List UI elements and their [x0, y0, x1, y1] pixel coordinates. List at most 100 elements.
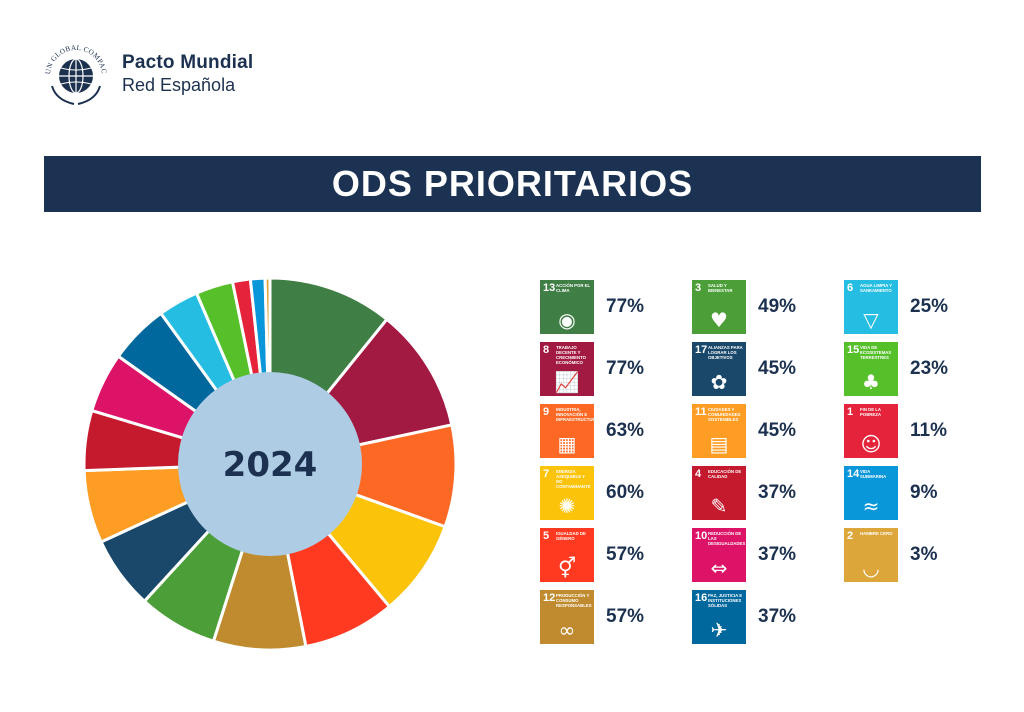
- sdg-tile: 5 Igualdad de género ⚥: [540, 528, 594, 582]
- sdg-row-16: 16 Paz, justicia e instituciones sólidas ✈…: [692, 590, 796, 644]
- eye-globe-icon: ◉: [558, 308, 576, 332]
- sdg-row-15: 15 Vida de ecosistemas terrestres ♣ 23%: [844, 342, 948, 396]
- water-glass-icon: ▽: [863, 308, 879, 332]
- heartbeat-icon: ♥: [710, 308, 728, 332]
- sdg-percentage: 77%: [606, 358, 645, 379]
- sdg-row-2: 2 Hambre cero ◡ 3%: [844, 528, 937, 582]
- title-banner: ODS PRIORITARIOS: [44, 156, 981, 212]
- sdg-percentage: 25%: [910, 296, 949, 317]
- sdg-tile: 16 Paz, justicia e instituciones sólidas ✈: [692, 590, 746, 644]
- sdg-tile: 1 Fin de la pobreza ☺: [844, 404, 898, 458]
- sdg-tile: 8 Trabajo decente y crecimiento económico…: [540, 342, 594, 396]
- sdg-percentage: 57%: [606, 544, 645, 565]
- un-globe-icon: UN GLOBAL COMPACT: [40, 38, 108, 105]
- sdg-number: 5: [543, 530, 550, 542]
- sdg-row-13: 13 Acción por el clima ◉ 77%: [540, 280, 644, 334]
- donut-slice-sdg-2: [263, 276, 272, 376]
- sdg-name: Trabajo decente y crecimiento económico: [556, 345, 587, 365]
- family-icon: ☺: [860, 432, 882, 456]
- sdg-name: Educación de calidad: [708, 469, 742, 479]
- sdg-name: Igualdad de género: [556, 531, 586, 541]
- bowl-icon: ◡: [862, 556, 880, 580]
- sdg-percentage: 57%: [606, 606, 645, 627]
- sdg-name: Energía asequible y no contaminante: [556, 469, 591, 489]
- sdg-percentage: 11%: [910, 420, 947, 441]
- sdg-number: 8: [543, 344, 550, 356]
- sdg-name: Alianzas para lograr los objetivos: [708, 345, 743, 360]
- sdg-percentage: 3%: [910, 544, 938, 565]
- sdg-number: 2: [847, 530, 854, 542]
- sdg-percentage: 45%: [758, 358, 797, 379]
- sdg-number: 9: [543, 406, 550, 418]
- sdg-percentage: 37%: [758, 482, 797, 503]
- sdg-tile: 12 Producción y consumo responsables ∞: [540, 590, 594, 644]
- sdg-row-7: 7 Energía asequible y no contaminante ✺ 60%: [540, 466, 644, 520]
- sdg-row-9: 9 Industria, innovación e infraestructura…: [540, 404, 644, 458]
- sdg-percentage: 23%: [910, 358, 949, 379]
- center-year-label: 2024: [223, 445, 318, 485]
- sdg-tile: 6 Agua limpia y saneamiento ▽: [844, 280, 898, 334]
- sdg-row-14: 14 Vida submarina ≈9%: [844, 466, 937, 520]
- sdg-row-1: 1 Fin de la pobreza ☺ 11%: [844, 404, 947, 458]
- sdg-tile: 14 Vida submarina ≈: [844, 466, 898, 520]
- sdg-row-11: 11 Ciudades y comunidades sostenibles ▤ 45%: [692, 404, 796, 458]
- sdg-number: 16: [695, 592, 708, 604]
- sdg-row-6: 6 Agua limpia y saneamiento ▽ 25%: [844, 280, 948, 334]
- sdg-percentage: 49%: [758, 296, 797, 317]
- sdg-name: Vida de ecosistemas terrestres: [860, 345, 892, 360]
- sdg-number: 15: [847, 344, 860, 356]
- gender-equality-icon: ⚥: [557, 556, 577, 580]
- sdg-number: 7: [543, 468, 550, 480]
- sdg-number: 11: [695, 406, 707, 418]
- sdg-percentage: 37%: [758, 606, 797, 627]
- sdg-number: 1: [847, 406, 854, 418]
- sdg-tile: 4 Educación de calidad ✎: [692, 466, 746, 520]
- sdg-percentage: 60%: [606, 482, 645, 503]
- sdg-tile: 7 Energía asequible y no contaminante ✺: [540, 466, 594, 520]
- sdg-name: Industria, innovación e infraestructura: [556, 407, 594, 422]
- donut-center: [178, 372, 362, 556]
- sdg-name: Acción por el clima: [556, 283, 591, 293]
- logo-title: Pacto Mundial: [122, 52, 254, 73]
- sdg-name: Agua limpia y saneamiento: [860, 283, 892, 293]
- sdg-row-17: 17 Alianzas para lograr los objetivos ✿ 45%: [692, 342, 796, 396]
- sdg-number: 12: [543, 592, 556, 604]
- sdg-row-5: 5 Igualdad de género ⚥ 57%: [540, 528, 644, 582]
- sdg-percentage: 45%: [758, 420, 797, 441]
- sdg-number: 10: [695, 530, 708, 542]
- sdg-row-8: 8 Trabajo decente y crecimiento económico…: [540, 342, 644, 396]
- page-title: ODS PRIORITARIOS: [331, 163, 694, 204]
- sdg-tile: 3 Salud y bienestar ♥: [692, 280, 746, 334]
- sdg-percentage: 77%: [606, 296, 645, 317]
- sdg-name: Salud y bienestar: [708, 283, 733, 293]
- dove-icon: ✈: [710, 618, 728, 642]
- buildings-icon: ▤: [709, 432, 729, 456]
- sdg-name: Producción y consumo responsables: [556, 593, 592, 608]
- tree-icon: ♣: [862, 370, 880, 394]
- sdg-number: 4: [695, 468, 702, 480]
- sdg-percentage: 37%: [758, 544, 797, 565]
- infinity-icon: ∞: [558, 618, 576, 642]
- sdg-tile: 17 Alianzas para lograr los objetivos ✿: [692, 342, 746, 396]
- sdg-tile: 15 Vida de ecosistemas terrestres ♣: [844, 342, 898, 396]
- sdg-name: Reducción de las desigualdades: [708, 531, 746, 546]
- sdg-name: Hambre cero: [860, 531, 893, 536]
- sdg-row-10: 10 Reducción de las desigualdades ⇔ 37%: [692, 528, 796, 582]
- growth-chart-icon: 📈: [554, 370, 580, 394]
- sdg-row-4: 4 Educación de calidad ✎ 37%: [692, 466, 796, 520]
- sdg-name: Vida submarina: [860, 469, 887, 479]
- cubes-icon: ▦: [557, 432, 577, 456]
- sdg-percentage: 63%: [606, 420, 645, 441]
- flower-rings-icon: ✿: [710, 370, 728, 394]
- sdg-tile: 13 Acción por el clima ◉: [540, 280, 594, 334]
- sdg-name: Paz, justicia e instituciones sólidas: [708, 593, 743, 608]
- sdg-name: Fin de la pobreza: [860, 407, 882, 417]
- sdg-number: 6: [847, 282, 854, 294]
- fish-icon: ≈: [862, 494, 880, 518]
- sdg-name: Ciudades y comunidades sostenibles: [708, 407, 741, 422]
- sdg-percentage: 9%: [910, 482, 938, 503]
- sdg-number: 14: [847, 468, 860, 480]
- logo-subtitle: Red Española: [122, 75, 236, 95]
- sdg-number: 13: [543, 282, 556, 294]
- logo: UN GLOBAL COMPACT Pacto Mundial Red Espa…: [40, 38, 253, 110]
